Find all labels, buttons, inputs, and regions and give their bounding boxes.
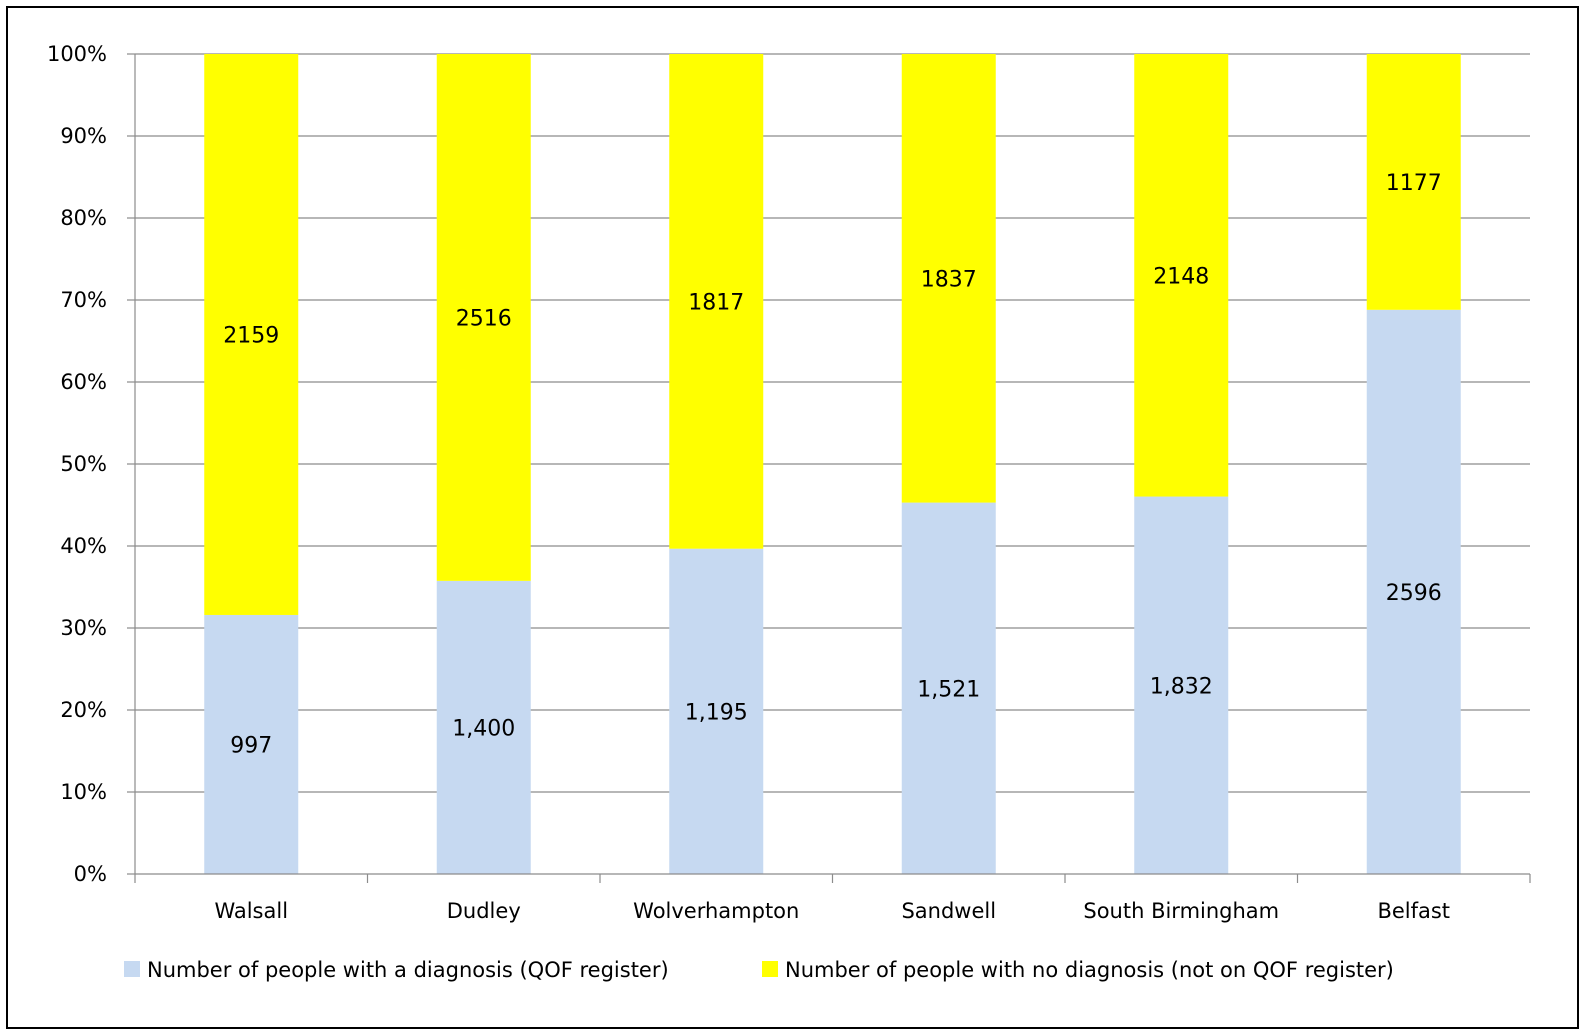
data-label: 2596 <box>1386 581 1442 606</box>
y-tick-label: 30% <box>60 616 107 640</box>
data-label: 2148 <box>1153 264 1209 289</box>
data-label: 1,521 <box>917 677 980 702</box>
data-label: 1,832 <box>1150 674 1213 699</box>
data-label: 2159 <box>223 323 279 348</box>
y-tick-label: 80% <box>60 206 107 230</box>
y-tick-label: 10% <box>60 780 107 804</box>
bar-segment-diagnosed <box>1134 496 1229 874</box>
data-label: 1177 <box>1386 171 1442 196</box>
x-category-label: Walsall <box>214 899 288 923</box>
data-label: 2516 <box>456 306 512 331</box>
y-tick-label: 70% <box>60 288 107 312</box>
bar-segment-undiagnosed <box>901 54 996 503</box>
legend-swatch <box>124 961 140 977</box>
bar-segment-diagnosed <box>669 548 764 874</box>
data-label: 1837 <box>921 267 977 292</box>
gridlines <box>135 53 1530 793</box>
bar-segment-undiagnosed <box>1134 54 1229 497</box>
bar-segment-undiagnosed <box>669 54 764 549</box>
data-labels: 997 2159 1,400 2516 1,195 1817 1,521 1837 1,832 2… <box>223 171 1442 759</box>
bar-segment-undiagnosed <box>1366 54 1461 310</box>
bar-segment-diagnosed <box>204 614 299 874</box>
legend-label: Number of people with a diagnosis (QOF r… <box>147 958 669 982</box>
x-category-label: Belfast <box>1377 899 1450 923</box>
bar-segment-undiagnosed <box>204 54 299 615</box>
y-tick-label: 50% <box>60 452 107 476</box>
axes: 0% 10% 20% 30% 40% 50% 60% 70% 80% 90% 100% Walsall… <box>47 42 1531 923</box>
y-tick-label: 40% <box>60 534 107 558</box>
x-category-label: Sandwell <box>901 899 996 923</box>
bar-segment-diagnosed <box>436 580 531 874</box>
y-tick-label: 0% <box>74 862 107 886</box>
bars <box>204 54 1461 874</box>
y-tick-label: 20% <box>60 698 107 722</box>
bar-segment-undiagnosed <box>436 54 531 581</box>
bar-segment-diagnosed <box>1366 309 1461 874</box>
legend: Number of people with a diagnosis (QOF r… <box>124 958 1394 982</box>
bar-segment-diagnosed <box>901 502 996 874</box>
y-tick-label: 60% <box>60 370 107 394</box>
y-tick-label: 100% <box>47 42 107 66</box>
x-category-label: South Birmingham <box>1083 899 1279 923</box>
legend-label: Number of people with no diagnosis (not … <box>785 958 1394 982</box>
data-label: 997 <box>230 733 272 758</box>
data-label: 1,195 <box>685 700 748 725</box>
x-category-label: Dudley <box>447 899 521 923</box>
data-label: 1817 <box>688 290 744 315</box>
y-tick-label: 90% <box>60 124 107 148</box>
legend-swatch <box>762 961 778 977</box>
data-label: 1,400 <box>452 716 515 741</box>
x-category-label: Wolverhampton <box>633 899 799 923</box>
